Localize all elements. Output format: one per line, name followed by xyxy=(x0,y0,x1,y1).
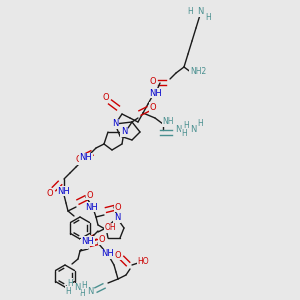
Text: NH: NH xyxy=(148,88,161,98)
Text: OH: OH xyxy=(104,224,116,232)
Text: O: O xyxy=(99,236,105,244)
Text: O: O xyxy=(76,155,82,164)
Text: H: H xyxy=(81,280,87,290)
Text: H: H xyxy=(183,122,189,130)
Text: H: H xyxy=(181,130,187,139)
Text: NH: NH xyxy=(100,250,113,259)
Text: H: H xyxy=(79,289,85,298)
Text: N: N xyxy=(114,214,120,223)
Text: O: O xyxy=(47,188,53,197)
Text: HO: HO xyxy=(137,256,149,266)
Text: N: N xyxy=(197,8,203,16)
Text: NH: NH xyxy=(162,118,174,127)
Text: NH: NH xyxy=(80,154,92,163)
Text: NH2: NH2 xyxy=(190,68,206,76)
Text: O: O xyxy=(115,250,121,260)
Text: N: N xyxy=(112,119,118,128)
Text: H: H xyxy=(205,14,211,22)
Text: N: N xyxy=(74,284,80,292)
Text: O: O xyxy=(87,190,93,200)
Text: NH: NH xyxy=(58,187,70,196)
Text: H: H xyxy=(65,286,71,296)
Text: O: O xyxy=(150,77,156,86)
Text: O: O xyxy=(81,239,87,248)
Text: O: O xyxy=(150,103,156,112)
Text: N: N xyxy=(190,125,196,134)
Text: H: H xyxy=(197,119,203,128)
Text: H: H xyxy=(67,278,73,287)
Text: N: N xyxy=(87,286,93,296)
Text: O: O xyxy=(103,94,109,103)
Text: NH: NH xyxy=(82,236,94,245)
Text: N: N xyxy=(175,125,181,134)
Text: NH: NH xyxy=(85,202,98,211)
Text: H: H xyxy=(187,8,193,16)
Text: N: N xyxy=(121,128,127,136)
Text: O: O xyxy=(115,202,121,211)
